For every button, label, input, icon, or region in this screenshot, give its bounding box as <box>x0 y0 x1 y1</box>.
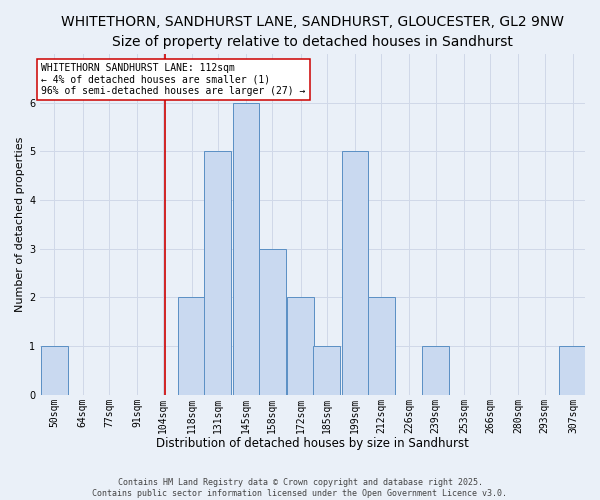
Text: WHITETHORN SANDHURST LANE: 112sqm
← 4% of detached houses are smaller (1)
96% of: WHITETHORN SANDHURST LANE: 112sqm ← 4% o… <box>41 62 305 96</box>
Bar <box>559 346 586 395</box>
Title: WHITETHORN, SANDHURST LANE, SANDHURST, GLOUCESTER, GL2 9NW
Size of property rela: WHITETHORN, SANDHURST LANE, SANDHURST, G… <box>61 15 564 48</box>
Bar <box>341 152 368 395</box>
Bar <box>259 248 286 395</box>
Bar <box>313 346 340 395</box>
Bar <box>233 102 259 395</box>
Bar <box>422 346 449 395</box>
Bar <box>287 298 314 395</box>
X-axis label: Distribution of detached houses by size in Sandhurst: Distribution of detached houses by size … <box>156 437 469 450</box>
Bar <box>178 298 205 395</box>
Bar <box>368 298 395 395</box>
Bar <box>205 152 231 395</box>
Y-axis label: Number of detached properties: Number of detached properties <box>15 136 25 312</box>
Text: Contains HM Land Registry data © Crown copyright and database right 2025.
Contai: Contains HM Land Registry data © Crown c… <box>92 478 508 498</box>
Bar <box>41 346 68 395</box>
